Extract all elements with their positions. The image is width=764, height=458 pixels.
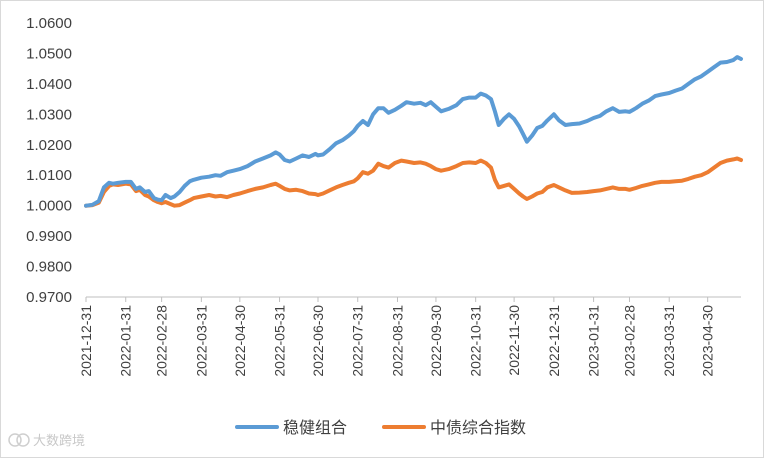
y-tick-label: 1.0200 bbox=[26, 137, 72, 154]
y-tick-label: 1.0400 bbox=[26, 76, 72, 93]
x-tick-label: 2023-04-30 bbox=[700, 305, 716, 377]
y-tick-label: 0.9800 bbox=[26, 259, 72, 276]
x-tick-label: 2022-05-31 bbox=[272, 305, 288, 377]
x-tick-label: 2022-03-31 bbox=[193, 305, 209, 377]
watermark-text: 大数跨境 bbox=[33, 434, 85, 449]
legend-label-0: 稳健组合 bbox=[283, 418, 347, 437]
x-tick-label: 2022-07-31 bbox=[350, 305, 366, 377]
x-tick-label: 2022-09-30 bbox=[428, 305, 444, 377]
x-tick-label: 2022-01-31 bbox=[118, 305, 134, 377]
legend: 稳健组合 中债综合指数 bbox=[235, 418, 526, 437]
x-tick-label: 2022-11-30 bbox=[506, 305, 522, 376]
x-tick-label: 2023-03-31 bbox=[661, 305, 677, 377]
x-axis-ticks: 2021-12-31 2022-01-31 2022-02-28 2022-03-31… bbox=[78, 305, 716, 377]
x-axis bbox=[85, 296, 741, 302]
y-tick-label: 1.0600 bbox=[26, 15, 72, 32]
x-tick-label: 2022-04-30 bbox=[232, 305, 248, 377]
y-tick-label: 1.0000 bbox=[26, 198, 72, 215]
x-tick-label: 2022-06-30 bbox=[310, 305, 326, 377]
y-tick-label: 1.0300 bbox=[26, 106, 72, 123]
y-tick-label: 1.0100 bbox=[26, 167, 72, 184]
watermark: 大数跨境 bbox=[8, 433, 85, 449]
x-tick-label: 2022-08-31 bbox=[389, 305, 405, 377]
y-tick-label: 0.9700 bbox=[26, 289, 72, 306]
series-lines bbox=[84, 55, 743, 208]
legend-label-1: 中债综合指数 bbox=[430, 418, 526, 437]
y-axis-ticks: 1.0600 1.0500 1.0400 1.0300 1.0200 1.0100 1.00… bbox=[26, 15, 72, 306]
y-tick-label: 1.0500 bbox=[26, 45, 72, 62]
x-tick-label: 2023-01-31 bbox=[586, 305, 602, 377]
series-line-0 bbox=[84, 55, 743, 208]
series-line-1 bbox=[84, 156, 743, 208]
x-tick-label: 2022-02-28 bbox=[154, 305, 170, 377]
x-tick-label: 2022-10-31 bbox=[468, 305, 484, 377]
x-tick-label: 2021-12-31 bbox=[78, 305, 94, 377]
watermark-icon bbox=[8, 433, 30, 447]
y-tick-label: 0.9900 bbox=[26, 228, 72, 245]
x-tick-label: 2023-02-28 bbox=[621, 305, 637, 377]
x-tick-label: 2022-12-31 bbox=[546, 305, 562, 377]
